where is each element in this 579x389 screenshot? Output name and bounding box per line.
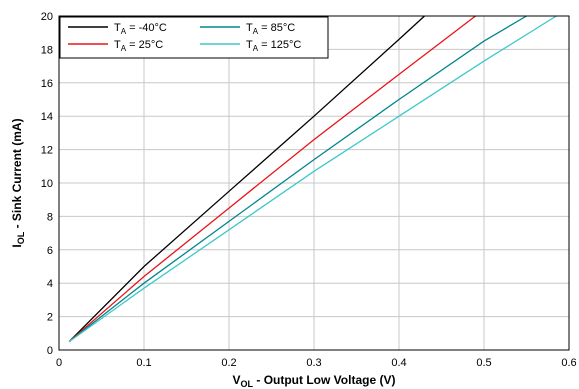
- y-axis-ticks: 0 2 4 6 8 10 12 14 16 18 20: [41, 11, 53, 357]
- series-line-2: [68, 15, 476, 343]
- legend-label-2: TA = 25°C: [114, 39, 163, 53]
- y-tick-label: 18: [41, 44, 53, 56]
- x-tick-label: 0.4: [391, 357, 406, 369]
- y-tick-label: 12: [41, 145, 53, 157]
- y-axis-title-sub: OL: [16, 231, 26, 244]
- y-tick-label: 6: [47, 245, 53, 257]
- legend-label-3: TA = 85°C: [246, 22, 295, 36]
- y-tick-label: 20: [41, 11, 53, 23]
- plot-frame: [58, 15, 570, 351]
- legend: TA = -40°C TA = 25°C TA = 85°C TA = 125°C: [59, 16, 329, 59]
- x-axis-ticks: 0 0.1 0.2 0.3 0.4 0.5 0.6: [56, 357, 577, 369]
- x-tick-label: 0: [56, 357, 62, 369]
- y-tick-label: 16: [41, 78, 53, 90]
- x-tick-label: 0.5: [476, 357, 491, 369]
- x-axis-title-sub: OL: [241, 379, 254, 389]
- x-tick-label: 0.3: [306, 357, 321, 369]
- y-tick-label: 14: [41, 111, 53, 123]
- y-axis-title: IOL - Sink Current (mA): [10, 118, 26, 247]
- x-tick-label: 0.6: [561, 357, 576, 369]
- x-tick-label: 0.1: [136, 357, 151, 369]
- series-line-1: [68, 15, 425, 343]
- y-tick-label: 4: [47, 278, 53, 290]
- legend-box: [59, 16, 329, 59]
- y-tick-label: 0: [47, 345, 53, 357]
- y-tick-label: 8: [47, 211, 53, 223]
- y-tick-label: 2: [47, 312, 53, 324]
- x-tick-label: 0.2: [221, 357, 236, 369]
- x-axis-title-main: V: [233, 373, 241, 387]
- legend-label-1: TA = -40°C: [114, 22, 167, 36]
- x-axis-title-rest: - Output Low Voltage (V): [253, 373, 395, 387]
- grid: [58, 15, 570, 351]
- series-line-4: [68, 15, 557, 343]
- y-axis-title-main: I: [10, 244, 24, 247]
- series-line-3: [68, 15, 527, 343]
- y-tick-label: 10: [41, 178, 53, 190]
- legend-label-4: TA = 125°C: [246, 39, 301, 53]
- y-axis-title-rest: - Sink Current (mA): [10, 118, 24, 231]
- x-axis-title: VOL - Output Low Voltage (V): [233, 373, 396, 389]
- series-lines: [68, 15, 557, 343]
